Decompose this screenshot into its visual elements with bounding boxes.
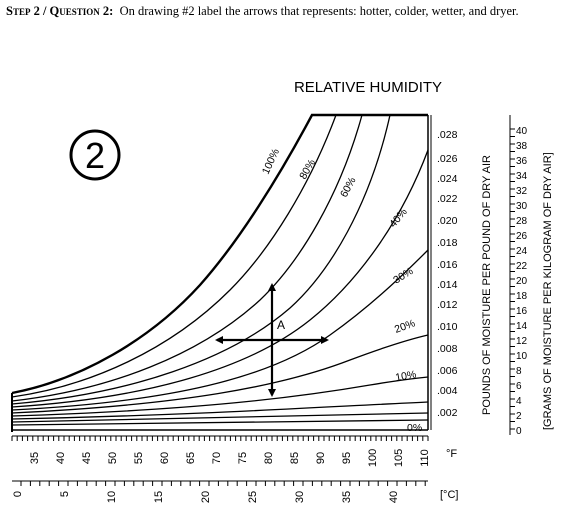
rh-label-40: 40% [387, 206, 410, 230]
f-axis-ticks: 35 40 45 50 55 60 65 70 75 80 85 90 95 1… [29, 449, 431, 467]
c-tick: 10 [106, 491, 118, 503]
f-tick: 90 [315, 452, 327, 464]
c-axis-tickmarks [20, 481, 426, 486]
drawing-number-circle [69, 129, 121, 181]
g-tick: 16 [516, 306, 528, 317]
arrows [215, 283, 329, 397]
rh-curves [11, 114, 429, 426]
right-axis-g-label: [GRAMS OF MOISTURE PER KILOGRAM OF DRY A… [542, 152, 554, 430]
c-tick: 30 [294, 491, 306, 503]
f-tick: 70 [211, 452, 223, 464]
rh-label-10: 10% [394, 368, 417, 383]
g-tick: 12 [516, 336, 528, 347]
g-tick: 6 [516, 381, 522, 392]
g-tick: 30 [516, 201, 528, 212]
g-tick: 34 [516, 171, 528, 182]
g-tick: 4 [516, 396, 522, 407]
f-axis-unit: °F [446, 448, 457, 460]
rh-curve-labels: 100% 80% 60% 40% 30% 20% 10% 0% [260, 147, 422, 434]
g-tick: 26 [516, 231, 528, 242]
f-tick: 95 [341, 452, 353, 464]
rh-label-80: 80% [297, 157, 318, 181]
point-a-label: A [277, 318, 285, 332]
f-tick: 60 [159, 452, 171, 464]
right-axis-g-tickmarks [510, 128, 515, 430]
lb-tick: .028 [437, 129, 458, 141]
f-tick: 105 [393, 449, 405, 467]
g-tick: 2 [516, 411, 522, 422]
c-axis-unit: [°C] [440, 489, 458, 501]
lb-tick: .024 [437, 173, 458, 185]
lb-tick: .010 [437, 321, 458, 333]
f-tick: 65 [185, 452, 197, 464]
c-tick: 35 [341, 491, 353, 503]
lb-tick: .006 [437, 365, 458, 377]
f-tick: 100 [367, 449, 379, 467]
c-tick: 20 [200, 491, 212, 503]
g-tick: 0 [516, 426, 522, 437]
g-tick: 18 [516, 291, 528, 302]
lb-tick: .012 [437, 299, 458, 311]
g-tick: 38 [516, 141, 528, 152]
f-tick: 75 [237, 452, 249, 464]
lb-tick: .004 [437, 385, 458, 397]
g-tick: 14 [516, 321, 528, 332]
lb-tick: .022 [437, 193, 458, 205]
lb-tick: .026 [437, 153, 458, 165]
g-tick: 10 [516, 351, 528, 362]
f-tick: 40 [55, 452, 67, 464]
lb-tick: .016 [437, 259, 458, 271]
f-tick: 85 [289, 452, 301, 464]
lb-tick: .020 [437, 215, 458, 227]
f-tick: 80 [263, 452, 275, 464]
rh-label-0: 0% [407, 422, 422, 434]
lb-tick: .008 [437, 343, 458, 355]
right-axis-lb-label: POUNDS OF MOISTURE PER POUND OF DRY AIR [481, 155, 493, 415]
rh-label-30: 30% [391, 265, 415, 286]
question-step-label: Step 2 / Question 2: [6, 4, 114, 18]
c-tick: 40 [388, 491, 400, 503]
g-tick: 24 [516, 246, 528, 257]
drawing-number: 2 [85, 135, 105, 176]
lb-tick: .002 [437, 407, 458, 419]
rh-label-20: 20% [393, 317, 417, 335]
g-tick: 40 [516, 126, 528, 137]
g-tick: 36 [516, 156, 528, 167]
c-tick: 5 [59, 491, 71, 497]
f-tick: 45 [81, 452, 93, 464]
f-tick: 50 [107, 452, 119, 464]
saturation-curve-100 [11, 113, 428, 395]
g-tick: 20 [516, 276, 528, 287]
rh-label-60: 60% [338, 175, 358, 199]
question-text: Step 2 / Question 2: On drawing #2 label… [6, 4, 570, 19]
g-tick: 28 [516, 216, 528, 227]
g-tick: 32 [516, 186, 528, 197]
lb-tick: .014 [437, 279, 458, 291]
c-axis-ticks: 0 5 10 15 20 25 30 35 40 [12, 491, 400, 503]
question-body: On drawing #2 label the arrows that repr… [119, 4, 519, 18]
g-tick: 8 [516, 366, 522, 377]
chart-title: RELATIVE HUMIDITY [294, 79, 442, 96]
g-tick: 22 [516, 261, 528, 272]
c-tick: 25 [247, 491, 259, 503]
c-tick: 0 [12, 491, 24, 497]
right-axis-g-ticks: 40 38 36 34 32 30 28 26 24 22 20 18 16 1… [516, 126, 528, 437]
lb-tick: .018 [437, 237, 458, 249]
f-tick: 55 [133, 452, 145, 464]
f-axis-tickmarks [11, 436, 429, 441]
c-tick: 15 [153, 491, 165, 503]
right-axis-lb-ticks: .028 .026 .024 .022 .020 .018 .016 .014 … [437, 129, 458, 419]
f-tick: 35 [29, 452, 41, 464]
f-tick: 110 [419, 449, 431, 467]
